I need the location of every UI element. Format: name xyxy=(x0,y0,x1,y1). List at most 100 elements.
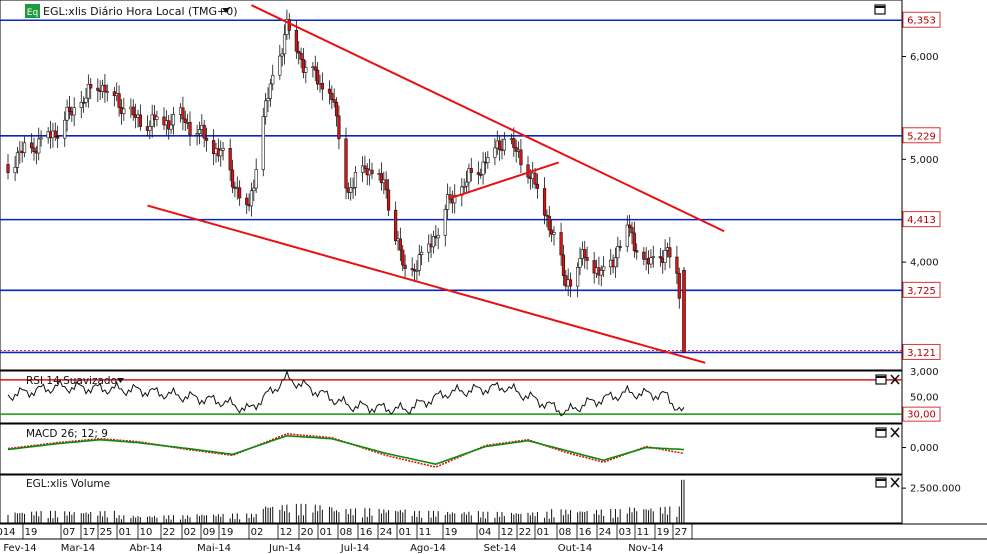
rsi-title: RSI 14 Suavizado xyxy=(26,375,117,387)
candle-body xyxy=(585,257,589,261)
candle-body xyxy=(602,266,606,271)
month-label: Set-14 xyxy=(484,543,517,554)
candle-body xyxy=(148,126,152,131)
volume-tick-label: 2.500.000 xyxy=(910,484,961,495)
candle-body xyxy=(30,142,34,149)
candle-body xyxy=(181,107,185,120)
candle-body xyxy=(245,197,249,205)
candle-body xyxy=(533,172,537,185)
candle-body xyxy=(261,116,265,170)
price-tick-label: 6,000 xyxy=(910,52,939,63)
candle-body xyxy=(294,29,298,52)
price-level-tag xyxy=(902,11,941,28)
candle-body xyxy=(150,114,154,127)
month-label: Fev-14 xyxy=(3,543,36,554)
candle-body xyxy=(394,209,398,242)
candle-body xyxy=(15,152,20,168)
candle-body xyxy=(668,247,672,258)
candle-body xyxy=(384,179,388,191)
price-level-label: 3,121 xyxy=(907,348,936,359)
candle-body xyxy=(360,165,365,173)
day-label: 22 xyxy=(519,527,532,538)
volume-close-icon[interactable] xyxy=(890,477,900,488)
month-label: Mar-14 xyxy=(61,543,96,554)
candle-body xyxy=(370,169,374,174)
candle-body xyxy=(599,270,603,276)
candle-body xyxy=(56,136,60,139)
candle-body xyxy=(502,139,506,151)
volume-maximize-icon[interactable] xyxy=(875,477,887,488)
candle-body xyxy=(79,101,83,109)
candle-body xyxy=(583,249,587,258)
macd-panel xyxy=(0,423,903,475)
day-label: 07 xyxy=(63,527,76,538)
title-dropdown-icon[interactable] xyxy=(222,8,230,13)
candle-body xyxy=(682,270,686,353)
candle-body xyxy=(197,129,202,134)
candle-body xyxy=(353,172,358,188)
candle-body xyxy=(320,82,324,90)
candle-body xyxy=(542,188,547,216)
month-label: Mai-14 xyxy=(197,543,231,554)
rsi-dropdown-icon[interactable] xyxy=(117,378,124,383)
candle-body xyxy=(287,19,291,31)
price-level-tag xyxy=(902,281,941,298)
candle-body xyxy=(559,232,563,256)
candle-body xyxy=(301,59,306,73)
candle-body xyxy=(230,169,235,188)
candle-body xyxy=(401,249,405,266)
day-label: 25 xyxy=(100,527,113,538)
rsi-maximize-icon[interactable] xyxy=(875,374,887,385)
day-label: 27 xyxy=(675,527,688,538)
candle-body xyxy=(264,100,268,117)
candle-body xyxy=(252,187,256,192)
month-label: Abr-14 xyxy=(130,543,163,554)
candle-body xyxy=(280,53,284,57)
candle-body xyxy=(103,84,107,93)
candle-body xyxy=(651,256,655,258)
price-maximize-icon[interactable] xyxy=(874,4,886,15)
candle-body xyxy=(282,34,287,55)
equity-badge-text: Eq xyxy=(27,8,38,18)
rsi-close-icon[interactable] xyxy=(890,374,900,385)
candle-body xyxy=(131,106,135,116)
candle-body xyxy=(526,164,530,178)
candle-body xyxy=(453,194,457,204)
candle-body xyxy=(67,106,72,112)
trendline xyxy=(449,161,560,200)
candle-body xyxy=(53,130,57,137)
candle-body xyxy=(32,147,36,152)
day-label: 09 xyxy=(203,527,216,538)
candle-body xyxy=(443,209,447,236)
candle-body xyxy=(297,50,301,54)
month-label: Jul-14 xyxy=(340,543,369,554)
candle-body xyxy=(105,91,109,93)
price-tick-label: 4,000 xyxy=(910,258,939,269)
candle-body xyxy=(117,93,121,108)
month-label: Nov-14 xyxy=(628,543,664,554)
candle-body xyxy=(63,119,67,139)
candle-body xyxy=(138,114,142,127)
macd-close-icon[interactable] xyxy=(890,427,900,438)
candle-body xyxy=(195,133,199,136)
macd-title: MACD 26; 12; 9 xyxy=(26,428,108,440)
candle-body xyxy=(122,108,126,114)
day-label: 014 xyxy=(0,527,16,538)
day-label: 22 xyxy=(163,527,176,538)
candle-body xyxy=(221,148,225,151)
candle-body xyxy=(479,174,483,176)
candle-body xyxy=(65,106,69,121)
volume-panel xyxy=(0,474,903,524)
candle-body xyxy=(337,115,341,140)
day-label: 12 xyxy=(501,527,514,538)
candle-body xyxy=(228,148,232,171)
day-label: 16 xyxy=(360,527,373,538)
candle-body xyxy=(446,194,450,210)
candle-body xyxy=(96,87,100,91)
rsi-level-label: 30,00 xyxy=(907,410,936,421)
macd-maximize-icon[interactable] xyxy=(875,427,887,438)
candle-body xyxy=(22,142,27,153)
day-label: 16 xyxy=(579,527,592,538)
candle-body xyxy=(545,214,549,217)
